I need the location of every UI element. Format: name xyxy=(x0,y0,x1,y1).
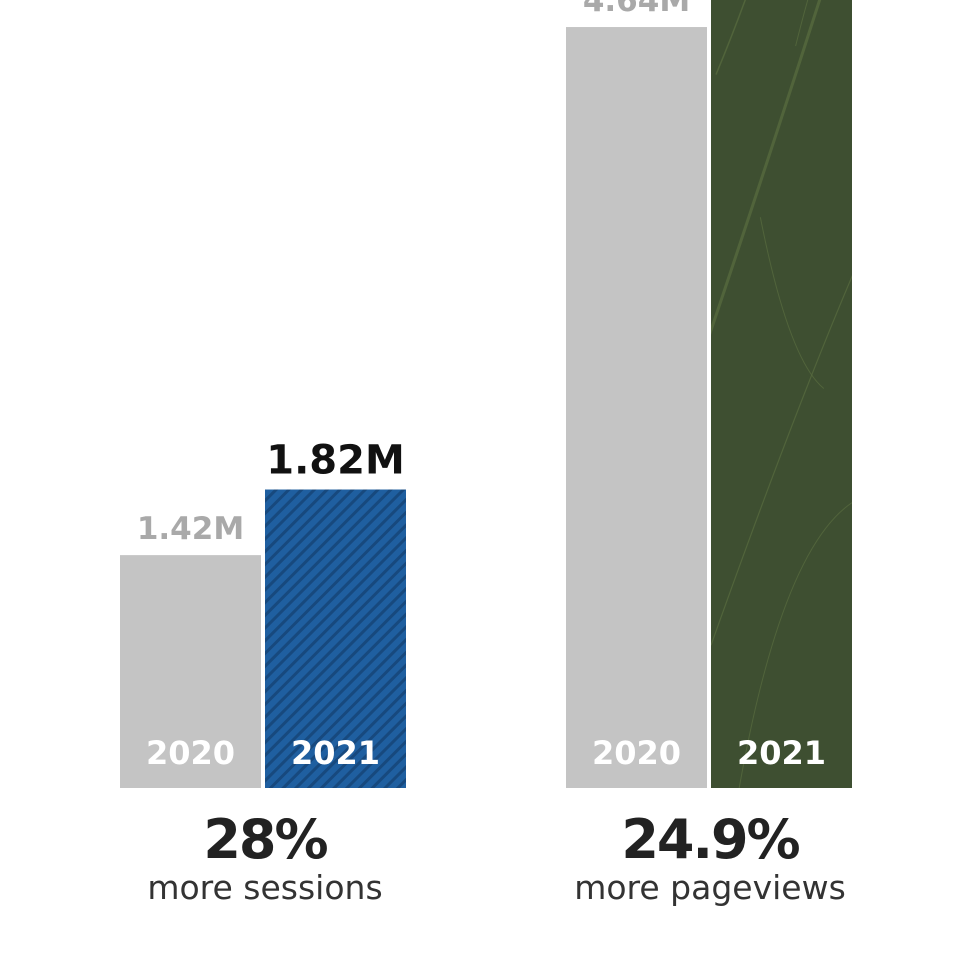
pageviews-increase-percent: 24.9% xyxy=(621,808,800,871)
sessions-2021-value-label: 1.82M xyxy=(266,438,405,484)
pageviews-2020-value-label: 4.64M xyxy=(583,0,690,19)
sessions-2021-year-label: 2021 xyxy=(291,734,380,772)
sessions-2021-bar xyxy=(265,489,406,788)
pageviews-2021-year-label: 2021 xyxy=(737,734,826,772)
sessions-2020-bar xyxy=(120,555,261,788)
sessions-caption: more sessions xyxy=(147,868,383,907)
pageviews-caption: more pageviews xyxy=(574,868,846,907)
pageviews-2021-bar xyxy=(711,0,852,789)
pageviews-2020-year-label: 2020 xyxy=(592,734,681,772)
sessions-2020-value-label: 1.42M xyxy=(137,511,244,547)
sessions-increase-percent: 28% xyxy=(203,808,328,871)
sessions-2020-year-label: 2020 xyxy=(146,734,235,772)
pageviews-2020-bar xyxy=(566,27,707,789)
leaf-texture xyxy=(711,0,852,789)
